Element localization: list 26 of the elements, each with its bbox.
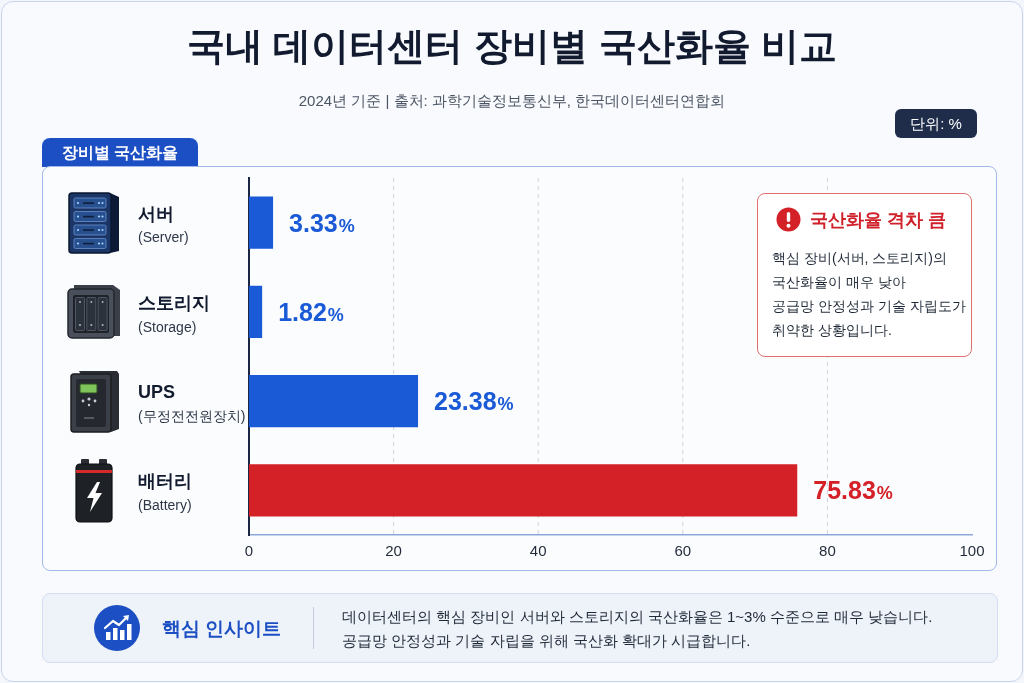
bar (249, 285, 263, 338)
x-tick-label: 100 (959, 542, 985, 560)
bar (249, 196, 274, 249)
x-tick-label: 60 (674, 542, 692, 560)
y-tick-label: 스토리지 (Storage) (138, 292, 210, 335)
chart-title: 국내 데이터센터 장비별 국산화율 비교 (185, 24, 839, 69)
text: 단위: % (895, 109, 977, 138)
chart-subtitle: 2024년 기준 | 출처: 과학기술정보통신부, 한국데이터센터연합회 (297, 92, 727, 111)
data-label: 1.82% (278, 297, 344, 326)
data-label: 23.38% (434, 387, 514, 416)
x-tick-label: 20 (385, 542, 402, 560)
data-label: 3.33% (289, 208, 355, 237)
data-label: 75.83% (813, 476, 893, 505)
text: 데이터센터의 핵심 장비인 서버와 스토리지의 국산화율은 1~3% 수준으로 매우 낮습니다. 공급망 안정성과 기술 자립을 위해 국산화 확대가 시급합니다. (342, 607, 933, 651)
bar (249, 375, 419, 428)
text: 핵심 인사이트 (162, 617, 282, 641)
x-tick-label: 80 (819, 542, 836, 560)
bar (249, 464, 798, 517)
annotation: 핵심 장비(서버, 스토리지)의 국산화율이 매우 낮아 공급망 안정성과 기술 자립도가 취약한 상황입니다. (772, 249, 966, 340)
y-tick-label: 서버 (Server) (138, 203, 189, 246)
text: 장비별 국산화율 (42, 138, 198, 167)
x-tick-label: 40 (529, 542, 547, 560)
annotation: 국산화율 격차 큼 (810, 209, 947, 232)
x-tick-label: 0 (244, 542, 254, 560)
y-tick-label: UPS (무정전전원장치) (138, 382, 246, 424)
y-tick-label: 배터리 (Battery) (138, 471, 192, 514)
